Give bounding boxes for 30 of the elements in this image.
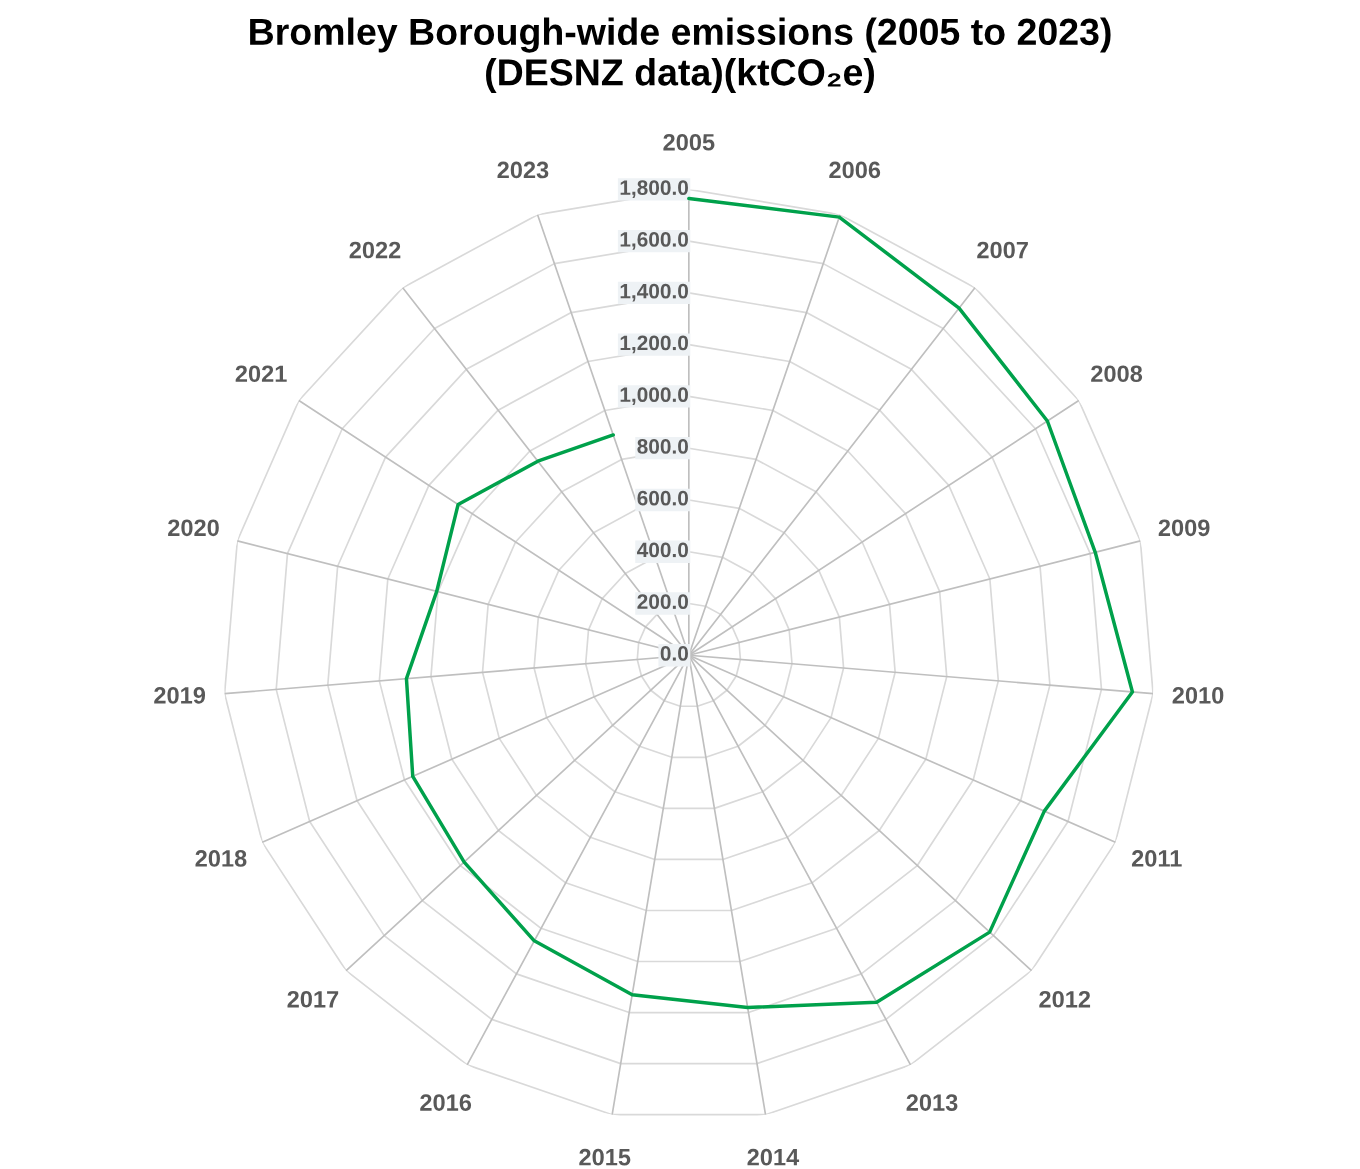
- spoke-label: 2013: [906, 1094, 958, 1111]
- chart-title: Bromley Borough-wide emissions (2005 to 2023) (DESNZ data)(ktCO₂e): [250, 17, 1111, 94]
- spoke-label: 2008: [1091, 365, 1143, 383]
- spoke-label: 2018: [195, 850, 247, 867]
- y-tick-label: 1,000.0: [620, 387, 688, 406]
- spoke-label: 2022: [349, 241, 401, 259]
- spoke-label: 2020: [168, 519, 219, 537]
- y-tick-label: 1,400.0: [620, 283, 688, 302]
- spoke-label: 2005: [663, 133, 715, 151]
- spoke-label: 2009: [1158, 519, 1210, 537]
- spoke-label: 2012: [1039, 990, 1091, 1008]
- spoke-label: 2016: [420, 1094, 472, 1111]
- y-tick-label: 800.0: [637, 439, 688, 454]
- spoke-label: 2015: [579, 1148, 631, 1166]
- spoke-label: 2007: [977, 241, 1028, 259]
- y-tick-label: 1,600.0: [620, 232, 688, 250]
- spoke-label: 2021: [235, 365, 287, 383]
- y-tick-label: 1,800.0: [620, 180, 688, 199]
- spoke-label: 2014: [747, 1148, 800, 1166]
- spoke-label: 2019: [154, 687, 206, 704]
- y-tick-label: 0.0: [660, 646, 688, 661]
- y-tick-label: 600.0: [637, 490, 688, 506]
- y-tick-label: 1,200.0: [620, 335, 688, 354]
- y-tick-label: 400.0: [637, 542, 688, 558]
- spoke-label: 2010: [1172, 687, 1224, 704]
- spoke-label: 2006: [829, 161, 881, 179]
- spoke-label: 2023: [497, 161, 549, 179]
- spoke-label: 2011: [1131, 850, 1182, 867]
- y-tick-label: 200.0: [637, 594, 688, 610]
- spoke-label: 2017: [287, 990, 339, 1008]
